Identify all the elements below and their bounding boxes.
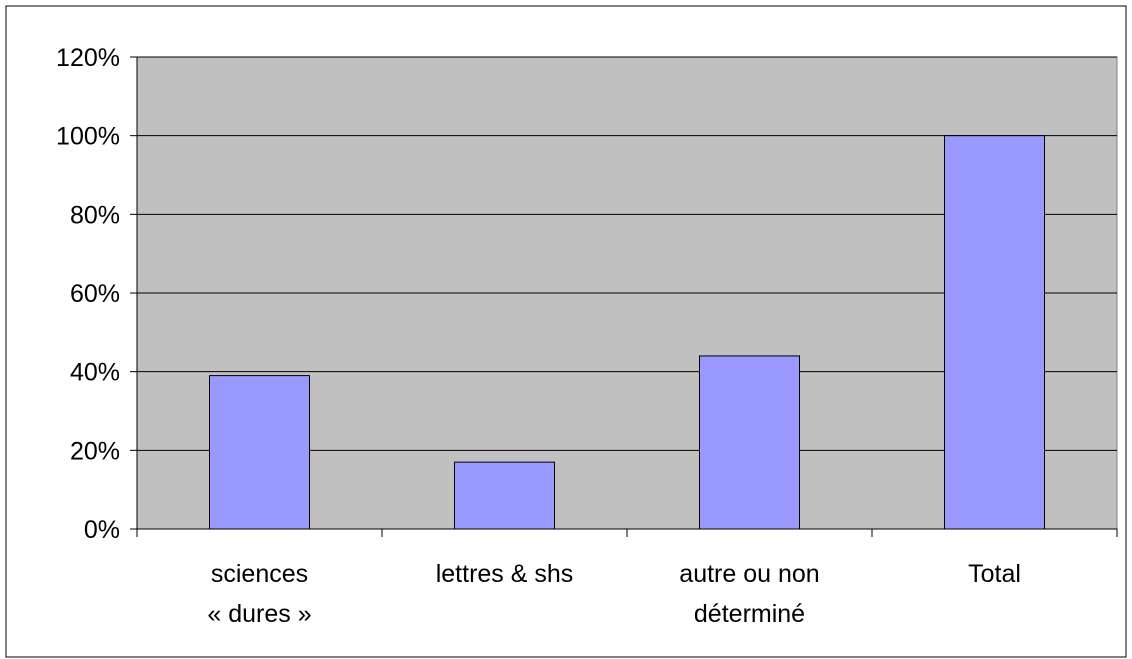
y-axis-tick-labels: 0% 20% 40% 60% 80% 100% 120% bbox=[56, 44, 120, 544]
x-tick-label-line: « dures » bbox=[207, 600, 311, 628]
axes bbox=[130, 56, 1118, 537]
y-tick-label: 40% bbox=[70, 359, 120, 387]
bars bbox=[209, 135, 1045, 530]
y-tick-label: 60% bbox=[70, 280, 120, 308]
bar bbox=[209, 375, 310, 530]
x-tick-label: sciences « dures » bbox=[207, 560, 311, 628]
y-tick-label: 100% bbox=[56, 123, 120, 151]
x-tick-label: autre ou non déterminé bbox=[679, 560, 819, 628]
bar bbox=[944, 135, 1045, 530]
bar bbox=[454, 461, 555, 530]
x-tick-label-line: lettres & shs bbox=[436, 560, 574, 588]
x-tick-label-line: sciences bbox=[211, 560, 308, 588]
x-axis-tick-labels: sciences « dures » lettres & shs autre ou n… bbox=[207, 560, 1021, 628]
y-tick-label: 0% bbox=[84, 516, 120, 544]
bar bbox=[699, 355, 800, 530]
x-tick-label: Total bbox=[968, 560, 1021, 588]
y-tick-label: 120% bbox=[56, 44, 120, 72]
y-tick-label: 80% bbox=[70, 201, 120, 229]
y-tick-label: 20% bbox=[70, 437, 120, 465]
x-tick-label-line: Total bbox=[968, 560, 1021, 588]
x-tick-label: lettres & shs bbox=[436, 560, 574, 588]
x-tick-label-line: autre ou non bbox=[679, 560, 819, 588]
x-tick-label-line: déterminé bbox=[694, 600, 805, 628]
